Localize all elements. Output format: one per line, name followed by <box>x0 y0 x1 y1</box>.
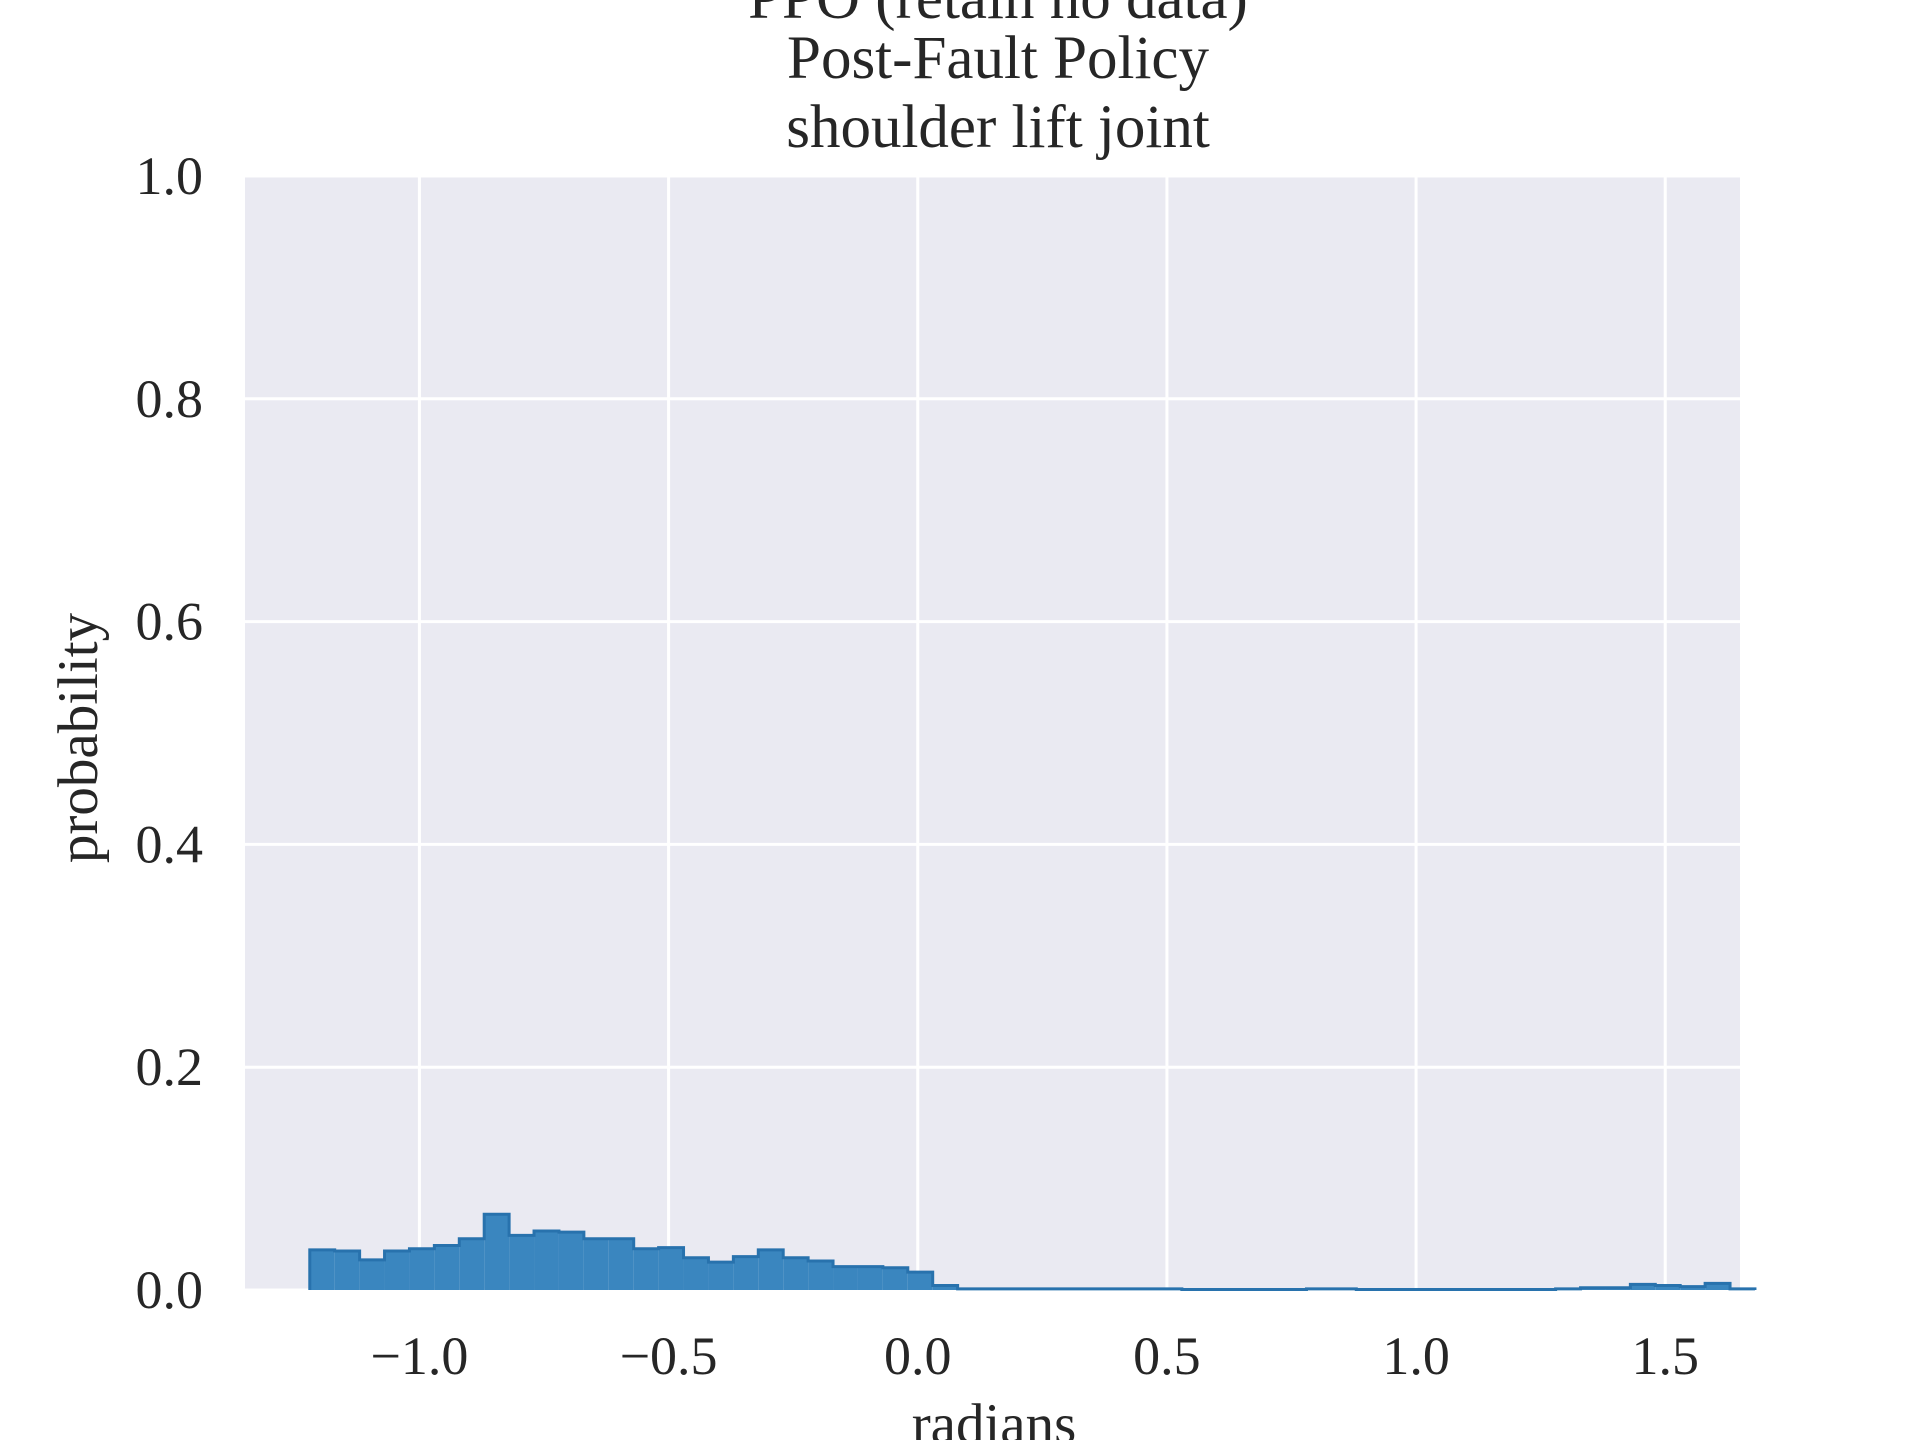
x-tick-label-5: 1.5 <box>1632 1326 1700 1386</box>
x-tick-label-0: −1.0 <box>370 1326 468 1386</box>
histogram-bar-18 <box>758 1249 784 1290</box>
histogram-bar-9 <box>534 1230 559 1290</box>
histogram-bar-4 <box>409 1248 435 1290</box>
x-tick-label-4: 1.0 <box>1382 1326 1450 1386</box>
y-tick-label-1: 0.2 <box>136 1037 204 1097</box>
y-tick-label-0: 0.0 <box>136 1260 204 1320</box>
chart-title-line-3: shoulder lift joint <box>786 94 1210 161</box>
x-tick-label-1: −0.5 <box>620 1326 718 1386</box>
histogram-bar-6 <box>459 1238 485 1290</box>
chart-title-line-1: PPO (retain no data) <box>748 0 1248 32</box>
histogram-bar-7 <box>484 1214 510 1290</box>
histogram-bar-23 <box>882 1267 908 1290</box>
histogram-bar-5 <box>434 1245 460 1290</box>
histogram-bar-21 <box>833 1266 858 1290</box>
x-tick-label-2: 0.0 <box>884 1326 952 1386</box>
histogram-bar-11 <box>583 1238 609 1290</box>
y-tick-label-2: 0.4 <box>136 814 204 874</box>
histogram-bar-13 <box>633 1248 659 1290</box>
histogram-bar-54 <box>1655 1285 1681 1290</box>
histogram-bar-3 <box>384 1251 410 1290</box>
histogram-bar-1 <box>334 1251 360 1290</box>
plot-area <box>245 176 1740 1290</box>
histogram-bar-55 <box>1680 1286 1706 1290</box>
histogram-bar-20 <box>808 1261 834 1290</box>
histogram-bar-24 <box>907 1272 933 1290</box>
histogram-outline <box>308 1212 1757 1291</box>
histogram-bar-15 <box>683 1257 709 1290</box>
histogram-bar-14 <box>658 1247 684 1290</box>
y-tick-label-3: 0.6 <box>136 592 204 652</box>
x-tick-label-3: 0.5 <box>1133 1326 1201 1386</box>
histogram-bar-22 <box>857 1266 883 1290</box>
chart-title-line-2: Post-Fault Policy <box>787 25 1209 92</box>
histogram-bar-56 <box>1705 1283 1731 1290</box>
histogram-bar-16 <box>708 1262 734 1290</box>
histogram-bar-12 <box>608 1238 634 1290</box>
histogram-bar-53 <box>1630 1284 1656 1290</box>
histogram-bar-19 <box>783 1257 809 1290</box>
y-tick-label-4: 0.8 <box>136 369 204 429</box>
histogram-bar-8 <box>509 1235 535 1290</box>
histogram-bar-2 <box>359 1259 385 1290</box>
histogram-bar-25 <box>932 1285 958 1290</box>
histogram-bar-10 <box>558 1232 584 1290</box>
x-tick-labels: −1.0 −0.5 0.0 0.5 1.0 1.5 <box>370 1326 1699 1386</box>
y-tick-label-5: 1.0 <box>136 146 204 206</box>
x-axis-label: radians <box>912 1393 1077 1440</box>
histogram-bars <box>308 1212 1757 1291</box>
y-tick-labels: 0.0 0.2 0.4 0.6 0.8 1.0 <box>136 146 204 1320</box>
histogram-bar-0 <box>309 1249 335 1290</box>
histogram-bar-17 <box>733 1256 759 1290</box>
y-axis-label: probability <box>47 612 110 863</box>
